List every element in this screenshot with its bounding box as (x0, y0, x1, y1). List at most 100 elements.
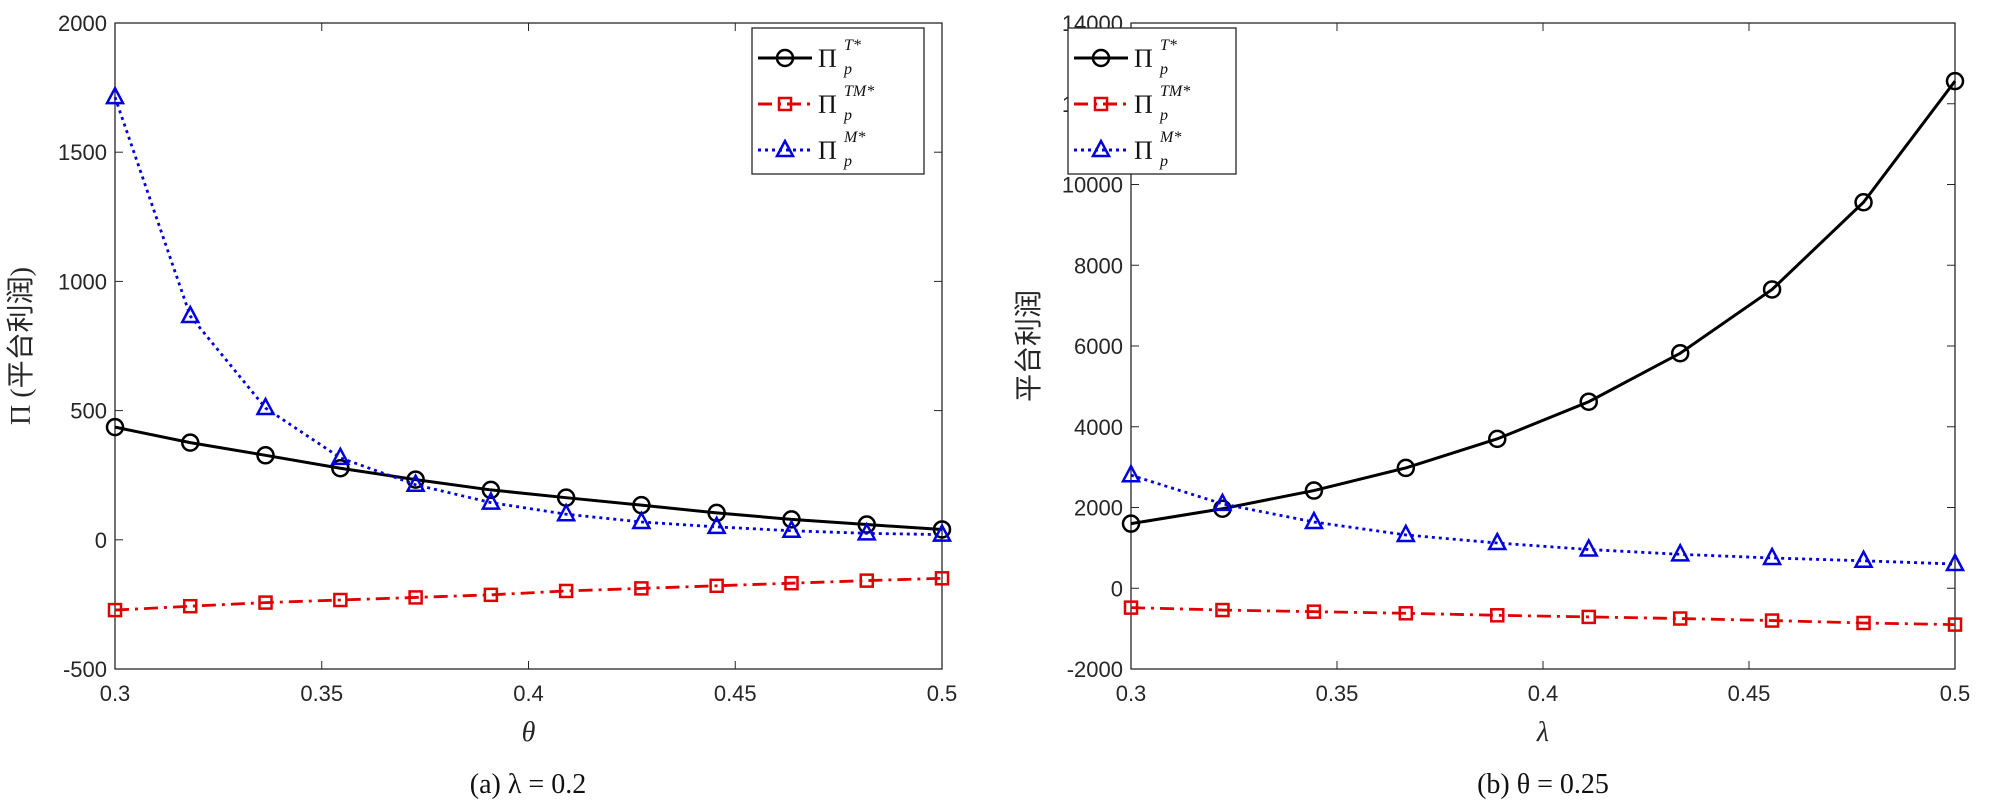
circle-marker (707, 503, 726, 523)
y-tick-label: 1500 (58, 140, 107, 165)
circle-marker (1304, 481, 1324, 500)
circle-marker (775, 48, 795, 68)
y-tick-label: 500 (70, 399, 107, 424)
square-marker (1581, 609, 1596, 625)
circle-marker (1488, 429, 1507, 449)
triangle-marker (1212, 492, 1233, 512)
x-axis-label: θ (522, 717, 536, 748)
triangle-marker (631, 510, 652, 530)
legend-superscript: TM* (1160, 83, 1190, 100)
series-line (1130, 80, 1957, 526)
triangle-marker (480, 490, 501, 510)
square-marker (709, 578, 724, 594)
square-marker (784, 575, 799, 591)
y-tick-label: -500 (63, 657, 107, 682)
y-tick-label: 0 (95, 528, 107, 553)
square-marker (1672, 611, 1688, 626)
series-square (107, 571, 950, 618)
series-square (1123, 600, 1963, 632)
square-marker (1215, 602, 1230, 618)
legend-subscript: p (843, 107, 852, 124)
circle-marker (1854, 193, 1873, 212)
triangle-marker (556, 502, 577, 522)
y-axis-label: 平台利润 (1013, 290, 1045, 402)
legend-symbol: Π (818, 44, 837, 73)
x-axis-label: λ (1536, 717, 1549, 748)
x-tick-label: 0.35 (1316, 681, 1359, 706)
square-marker (1764, 613, 1780, 628)
circle-marker (932, 520, 952, 539)
series-line (1130, 473, 1956, 566)
x-tick-label: 0.5 (927, 681, 958, 706)
circle-marker (1396, 458, 1416, 478)
square-marker (1093, 96, 1109, 112)
series-circle (1121, 71, 1965, 533)
square-marker (333, 592, 348, 608)
square-marker (1306, 604, 1322, 619)
series-line (114, 576, 943, 612)
triangle-marker (856, 521, 877, 541)
square-marker (107, 602, 123, 618)
legend-subscript: p (1159, 153, 1168, 170)
chart-a: 0.3 0.35 0.4 0.45 0.5 -500 0 500 1000 1500 2000 θ Π … (5, 11, 957, 800)
square-marker (777, 96, 793, 112)
triangle-marker (1120, 463, 1142, 483)
circle-marker (105, 417, 125, 437)
x-tick-label: 0.3 (100, 681, 131, 706)
triangle-marker (774, 138, 796, 158)
circle-marker (331, 458, 350, 478)
y-axis-label: Π (平台利润) (5, 267, 37, 425)
plot-area (1130, 22, 1956, 670)
chart-caption: (a) λ = 0.2 (470, 769, 586, 800)
circle-marker (406, 470, 425, 489)
circle-marker (481, 480, 501, 500)
series-triangle (1120, 463, 1966, 572)
legend-symbol: Π (1134, 90, 1153, 119)
triangle-marker (104, 85, 126, 105)
circle-marker (1945, 71, 1965, 91)
legend-subscript: p (843, 61, 852, 78)
y-tick-label: 1000 (58, 269, 107, 294)
y-tick-label: 6000 (1074, 334, 1123, 359)
triangle-marker (255, 396, 276, 416)
square-marker (934, 571, 950, 586)
x-tick-label: 0.4 (1528, 681, 1559, 706)
series-triangle (104, 85, 953, 542)
square-marker (1856, 615, 1871, 631)
square-marker (1490, 608, 1505, 623)
legend-superscript: T* (844, 37, 861, 54)
square-marker (1123, 600, 1139, 615)
triangle-marker (1303, 510, 1325, 530)
x-tick-label: 0.45 (714, 681, 757, 706)
square-marker (483, 587, 499, 603)
chart-caption: (b) θ = 0.25 (1477, 769, 1609, 800)
circle-marker (1121, 514, 1141, 533)
circle-marker (1762, 280, 1782, 299)
square-marker (634, 581, 649, 596)
circle-marker (181, 433, 200, 452)
triangle-marker (706, 515, 727, 535)
circle-marker (782, 510, 801, 529)
triangle-marker (931, 522, 953, 542)
legend-symbol: Π (818, 136, 837, 165)
y-tick-label: 4000 (1074, 415, 1123, 440)
y-tick-label: 2000 (1074, 496, 1123, 521)
square-marker (183, 598, 198, 614)
legend-superscript: TM* (844, 83, 874, 100)
triangle-marker (781, 519, 802, 539)
legend-symbol: Π (1134, 136, 1153, 165)
legend-superscript: T* (1160, 37, 1177, 54)
triangle-marker (1395, 523, 1416, 543)
y-tick-label: 0 (1111, 576, 1123, 601)
y-tick-label: 2000 (58, 11, 107, 36)
triangle-marker (180, 304, 201, 324)
chart-b: 0.3 0.35 0.4 0.45 0.5 -2000 0 2000 4000 6000 8000 1… (1013, 11, 1970, 800)
triangle-marker (1761, 546, 1783, 566)
triangle-marker (1487, 531, 1508, 551)
x-tick-label: 0.45 (1728, 681, 1771, 706)
